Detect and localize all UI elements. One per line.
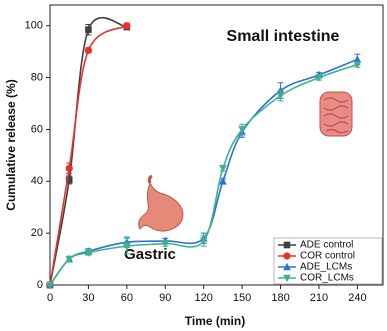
- marker: [123, 22, 131, 30]
- y-tick-label: 60: [31, 123, 43, 135]
- x-tick-label: 60: [121, 292, 133, 304]
- legend-marker: [283, 252, 291, 260]
- legend-marker: [283, 262, 291, 271]
- x-tick-label: 90: [159, 292, 171, 304]
- intestine-icon: [319, 91, 353, 137]
- plot-frame: [49, 4, 384, 286]
- x-tick-label: 120: [195, 292, 213, 304]
- x-tick-label: 210: [310, 292, 328, 304]
- legend-marker: [283, 241, 291, 249]
- marker: [353, 55, 362, 63]
- marker: [276, 92, 285, 101]
- y-tick-label: 40: [31, 175, 43, 187]
- legend-label: ADE control: [300, 240, 353, 251]
- marker: [65, 176, 73, 184]
- x-tick-label: 240: [348, 292, 366, 304]
- stomach-icon: [138, 174, 184, 232]
- x-axis-title: Time (min): [185, 314, 245, 328]
- marker: [85, 26, 92, 33]
- marker: [84, 249, 93, 257]
- y-tick-label: 20: [31, 227, 43, 239]
- marker: [161, 240, 170, 248]
- marker: [65, 164, 73, 172]
- marker: [123, 242, 131, 251]
- annotation: Small intestine: [227, 28, 340, 45]
- marker: [219, 176, 227, 185]
- y-tick-label: 0: [37, 279, 43, 291]
- annotation: Gastric: [124, 246, 176, 263]
- x-tick-label: 0: [47, 292, 53, 304]
- marker: [84, 46, 93, 54]
- marker: [46, 281, 54, 290]
- x-tick-label: 180: [271, 292, 289, 304]
- series-line: [49, 25, 128, 286]
- legend-marker: [283, 274, 291, 283]
- marker: [353, 61, 362, 69]
- marker: [315, 74, 323, 82]
- marker: [238, 126, 246, 134]
- marker: [219, 165, 227, 173]
- legend-label: ADE_LCMs: [300, 262, 352, 273]
- x-tick-label: 150: [233, 292, 251, 304]
- marker: [199, 237, 208, 246]
- y-axis-title: Cumulative release (%): [4, 79, 18, 210]
- legend-label: COR_LCMs: [300, 273, 354, 284]
- y-tick-label: 100: [25, 20, 43, 32]
- y-tick-label: 80: [31, 71, 43, 83]
- marker: [65, 255, 74, 264]
- x-tick-label: 30: [82, 292, 94, 304]
- legend-label: COR control: [300, 251, 355, 262]
